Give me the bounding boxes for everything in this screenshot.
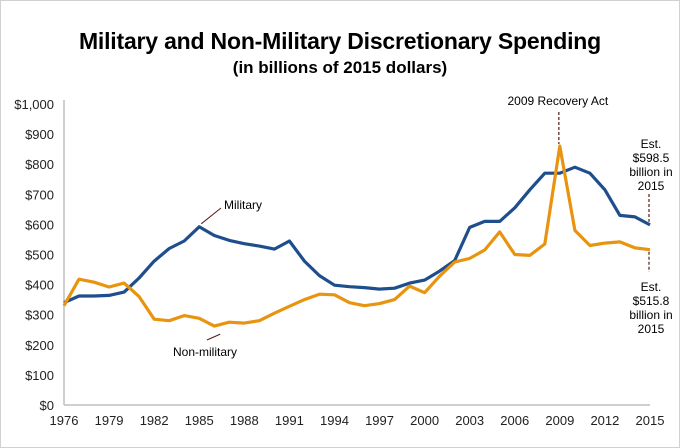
y-tick-label: $1,000 [14,97,54,112]
military-label: Military [224,198,262,212]
x-tick-label: 1979 [95,413,124,428]
x-tick-label: 2000 [410,413,439,428]
x-tick-label: 2015 [636,413,665,428]
series-line-military [63,165,651,305]
non-military-leader-line [206,333,221,341]
non-military-estimate-label: Est. [641,280,662,294]
series-lines [62,144,651,328]
x-tick-label: 2009 [545,413,574,428]
x-tick-label: 1988 [230,413,259,428]
x-axis-ticks: 1976 1979 1982 1985 1988 1991 1994 1997 2000 2003… [50,413,665,428]
non-military-label: Non-military [173,345,237,359]
y-axis-ticks: $0 $100 $200 $300 $400 $500 $600 $700 $800 $900 $1… [14,97,54,413]
chart-title: Military and Non-Military Discretionary … [78,28,602,54]
y-tick-label: $500 [25,248,54,263]
y-tick-label: $200 [25,338,54,353]
y-tick-label: $700 [25,187,54,202]
x-tick-label: 1985 [185,413,214,428]
chart-subtitle: (in billions of 2015 dollars) [232,58,448,77]
y-tick-label: $0 [40,398,54,413]
x-tick-label: 2006 [500,413,529,428]
x-tick-label: 1976 [50,413,79,428]
y-tick-label: $100 [25,368,54,383]
x-tick-label: 1982 [140,413,169,428]
military-estimate-label: 2015 [638,179,665,193]
y-tick-label: $300 [25,308,54,323]
military-estimate-label: $598.5 [633,151,670,165]
military-estimate-label: Est. [641,137,662,151]
x-tick-label: 1997 [365,413,394,428]
non-military-estimate-label: billion in [629,308,672,322]
y-tick-label: $900 [25,127,54,142]
non-military-estimate-label: $515.8 [633,294,670,308]
annotations: Military Non-military 2009 Recovery Act Est… [173,94,673,359]
y-tick-label: $800 [25,157,54,172]
axes [63,100,650,406]
x-tick-label: 2003 [455,413,484,428]
x-tick-label: 1991 [275,413,304,428]
series-line-non-military [62,144,651,328]
y-tick-label: $400 [25,278,54,293]
y-tick-label: $600 [25,217,54,232]
x-tick-label: 1994 [320,413,349,428]
non-military-estimate-label: 2015 [638,322,665,336]
military-estimate-label: billion in [629,165,672,179]
recovery-act-label: 2009 Recovery Act [507,94,608,108]
military-leader-line [200,207,222,225]
x-tick-label: 2012 [590,413,619,428]
